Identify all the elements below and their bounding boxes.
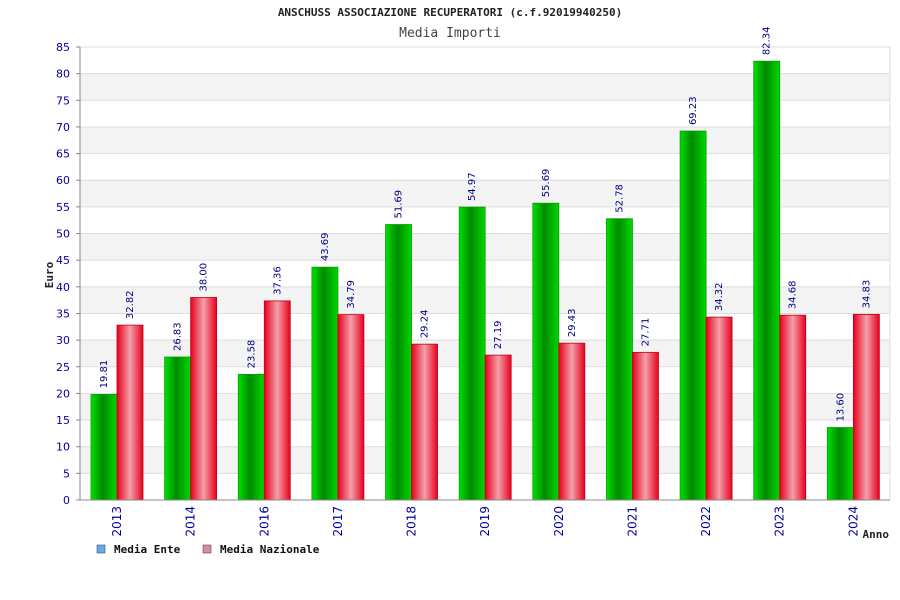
bar-media-nazionale	[190, 297, 218, 501]
y-tick-label: 10	[56, 441, 70, 454]
bar-media-nazionale	[484, 354, 512, 501]
bar-media-ente	[90, 394, 118, 501]
value-label-media-ente: 43.69	[320, 233, 331, 262]
value-label-media-nazionale: 29.43	[567, 309, 578, 338]
value-label-media-ente: 26.83	[173, 322, 184, 351]
y-tick-label: 75	[56, 94, 70, 107]
x-axis-ticks: 2013 2014 2016 2017 2018 2019 2020 2021 2022 2023…	[110, 506, 860, 537]
value-label-media-ente: 13.60	[835, 393, 846, 422]
bar-media-ente	[606, 218, 633, 501]
bar-media-ente	[237, 373, 265, 501]
value-label-media-ente: 19.81	[99, 360, 110, 389]
y-tick-label: 65	[56, 148, 70, 161]
y-tick-label: 0	[63, 494, 70, 507]
chart-subtitle: Media Importi	[399, 26, 501, 41]
bar-media-ente	[458, 206, 486, 501]
value-label-media-nazionale: 27.19	[493, 320, 504, 349]
value-label-media-nazionale: 27.71	[640, 318, 651, 347]
y-tick-label: 45	[56, 254, 70, 267]
value-label-media-nazionale: 34.83	[861, 280, 872, 309]
bar-media-ente	[532, 202, 560, 501]
value-labels: 19.81 32.82 26.83 38.00 23.58 37.36 43.69 34.79…	[99, 27, 872, 422]
x-tick-label: 2024	[846, 506, 860, 537]
y-tick-label: 20	[56, 387, 70, 400]
x-tick-label: 2018	[405, 506, 419, 537]
y-tick-label: 40	[56, 281, 70, 294]
bar-media-nazionale	[705, 316, 733, 501]
value-label-media-nazionale: 34.68	[788, 281, 799, 310]
value-label-media-nazionale: 34.32	[714, 282, 725, 311]
value-label-media-nazionale: 32.82	[125, 290, 136, 319]
x-tick-label: 2022	[699, 506, 713, 537]
bar-media-nazionale	[116, 324, 144, 501]
y-tick-label: 85	[56, 41, 70, 54]
bar-media-ente	[164, 356, 192, 501]
bars	[90, 60, 880, 501]
bar-media-nazionale	[337, 314, 365, 501]
value-label-media-nazionale: 34.79	[346, 280, 357, 309]
y-tick-label: 5	[63, 467, 70, 480]
y-tick-label: 60	[56, 174, 70, 187]
value-label-media-ente: 82.34	[762, 27, 773, 56]
value-label-media-nazionale: 38.00	[199, 263, 210, 292]
x-axis-label: Anno	[863, 528, 890, 541]
y-axis-ticks: 0 5 10 15 20 25 30 35 40 45 50 55 60 65 70 75 80 85	[56, 41, 80, 507]
x-tick-label: 2014	[184, 506, 198, 537]
chart-title: ANSCHUSS ASSOCIAZIONE RECUPERATORI (c.f.…	[278, 6, 622, 19]
bar-media-ente	[311, 266, 339, 501]
bar-media-ente	[826, 427, 854, 501]
y-tick-label: 30	[56, 334, 70, 347]
x-tick-label: 2016	[257, 506, 271, 537]
legend: Media Ente Media Nazionale	[96, 543, 320, 556]
x-tick-label: 2017	[331, 506, 345, 537]
legend-label-media-nazionale: Media Nazionale	[220, 543, 320, 556]
legend-swatch-media-ente	[96, 544, 106, 554]
bar-media-nazionale	[263, 300, 291, 501]
value-label-media-ente: 54.97	[467, 172, 478, 201]
bar-media-ente	[385, 224, 412, 501]
y-tick-label: 80	[56, 68, 70, 81]
y-tick-label: 55	[56, 201, 70, 214]
bar-media-nazionale	[558, 342, 586, 501]
bar-media-nazionale	[632, 351, 659, 501]
x-tick-label: 2023	[773, 506, 787, 537]
value-label-media-ente: 52.78	[614, 184, 625, 213]
y-tick-label: 50	[56, 228, 70, 241]
bar-media-nazionale	[852, 313, 880, 501]
x-tick-label: 2020	[552, 506, 566, 537]
value-label-media-ente: 55.69	[541, 169, 552, 198]
x-tick-label: 2021	[625, 506, 639, 537]
x-tick-label: 2013	[110, 506, 124, 537]
legend-swatch-media-nazionale	[202, 544, 212, 554]
y-tick-label: 70	[56, 121, 70, 134]
y-axis-label: Euro	[43, 261, 56, 288]
bar-media-ente	[679, 130, 707, 501]
bar-media-ente	[753, 60, 781, 501]
legend-label-media-ente: Media Ente	[114, 543, 181, 556]
bar-media-nazionale	[779, 314, 807, 501]
x-tick-label: 2019	[478, 506, 492, 537]
value-label-media-ente: 51.69	[394, 190, 405, 219]
value-label-media-ente: 23.58	[246, 340, 257, 369]
bar-media-nazionale	[411, 343, 438, 501]
y-tick-label: 25	[56, 361, 70, 374]
value-label-media-nazionale: 37.36	[272, 266, 283, 295]
value-label-media-ente: 69.23	[688, 96, 699, 125]
value-label-media-nazionale: 29.24	[420, 310, 431, 339]
y-tick-label: 35	[56, 307, 70, 320]
y-tick-label: 15	[56, 414, 70, 427]
